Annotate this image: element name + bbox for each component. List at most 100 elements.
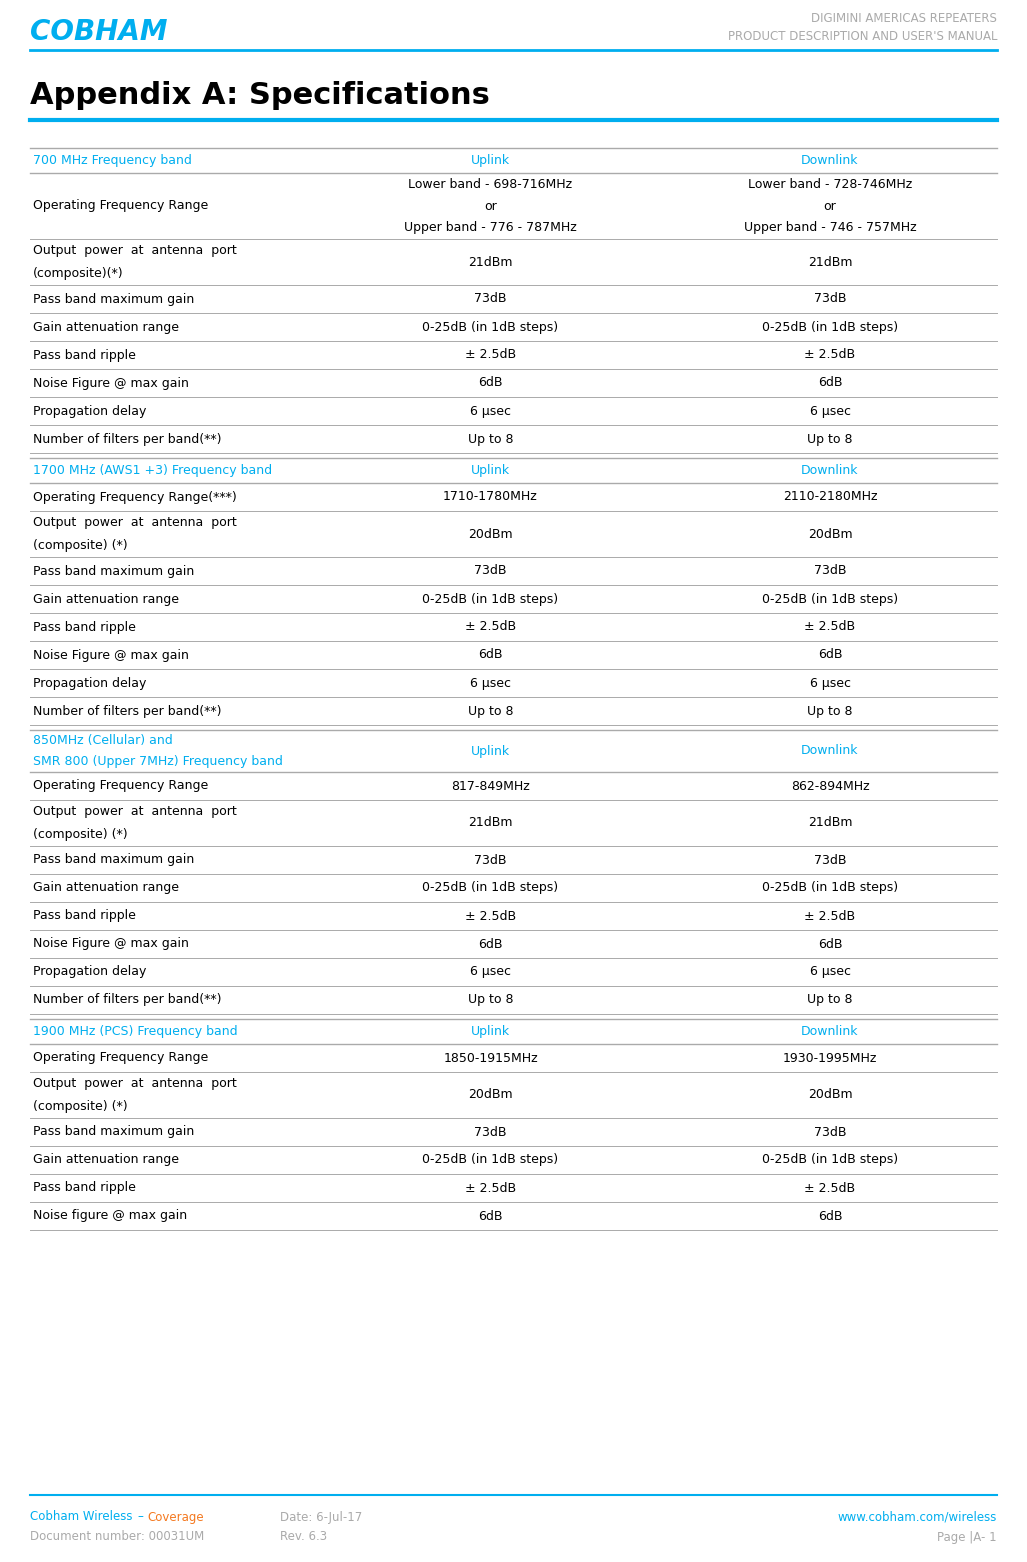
Text: www.cobham.com/wireless: www.cobham.com/wireless	[838, 1510, 997, 1523]
Text: (composite) (*): (composite) (*)	[33, 828, 127, 840]
Text: Pass band ripple: Pass band ripple	[33, 1181, 136, 1195]
Text: 20dBm: 20dBm	[807, 528, 852, 540]
Text: Gain attenuation range: Gain attenuation range	[33, 592, 179, 606]
Text: 6 μsec: 6 μsec	[470, 676, 511, 689]
Text: 0-25dB (in 1dB steps): 0-25dB (in 1dB steps)	[762, 592, 898, 606]
Text: Document number: 00031UM: Document number: 00031UM	[30, 1531, 204, 1543]
Text: Uplink: Uplink	[471, 155, 510, 167]
Text: Coverage: Coverage	[147, 1510, 203, 1523]
Text: Downlink: Downlink	[801, 1025, 859, 1039]
Text: 0-25dB (in 1dB steps): 0-25dB (in 1dB steps)	[422, 881, 559, 895]
Text: 73dB: 73dB	[813, 292, 846, 306]
Text: Date: 6-Jul-17: Date: 6-Jul-17	[280, 1510, 363, 1523]
Text: 0-25dB (in 1dB steps): 0-25dB (in 1dB steps)	[422, 592, 559, 606]
Text: Cobham Wireless: Cobham Wireless	[30, 1510, 132, 1523]
Text: 862-894MHz: 862-894MHz	[791, 779, 869, 792]
Text: Propagation delay: Propagation delay	[33, 405, 147, 417]
Text: –: –	[137, 1510, 143, 1523]
Text: 21dBm: 21dBm	[808, 256, 852, 269]
Text: 6dB: 6dB	[479, 376, 503, 389]
Text: 700 MHz Frequency band: 700 MHz Frequency band	[33, 155, 192, 167]
Text: 6 μsec: 6 μsec	[809, 676, 850, 689]
Text: Pass band maximum gain: Pass band maximum gain	[33, 853, 194, 867]
Text: Output  power  at  antenna  port: Output power at antenna port	[33, 515, 237, 530]
Text: Noise Figure @ max gain: Noise Figure @ max gain	[33, 376, 189, 389]
Text: Upper band - 746 - 757MHz: Upper band - 746 - 757MHz	[744, 222, 916, 234]
Text: 0-25dB (in 1dB steps): 0-25dB (in 1dB steps)	[422, 1153, 559, 1167]
Text: 21dBm: 21dBm	[468, 256, 512, 269]
Text: 6dB: 6dB	[817, 376, 842, 389]
Text: Number of filters per band(**): Number of filters per band(**)	[33, 433, 222, 445]
Text: ± 2.5dB: ± 2.5dB	[465, 620, 516, 634]
Text: Noise Figure @ max gain: Noise Figure @ max gain	[33, 937, 189, 951]
Text: 6 μsec: 6 μsec	[470, 965, 511, 978]
Text: 6 μsec: 6 μsec	[809, 405, 850, 417]
Text: (composite) (*): (composite) (*)	[33, 539, 127, 551]
Text: 21dBm: 21dBm	[468, 817, 512, 829]
Text: Noise figure @ max gain: Noise figure @ max gain	[33, 1209, 187, 1223]
Text: Up to 8: Up to 8	[807, 704, 852, 717]
Text: 73dB: 73dB	[474, 853, 506, 867]
Text: Output  power  at  antenna  port: Output power at antenna port	[33, 1078, 237, 1090]
Text: Pass band ripple: Pass band ripple	[33, 348, 136, 361]
Text: 2110-2180MHz: 2110-2180MHz	[783, 490, 877, 503]
Text: 1850-1915MHz: 1850-1915MHz	[444, 1051, 538, 1064]
Text: Number of filters per band(**): Number of filters per band(**)	[33, 993, 222, 1006]
Text: 20dBm: 20dBm	[468, 528, 512, 540]
Text: ± 2.5dB: ± 2.5dB	[804, 348, 855, 361]
Text: Operating Frequency Range: Operating Frequency Range	[33, 200, 208, 212]
Text: 73dB: 73dB	[474, 292, 506, 306]
Text: 1700 MHz (AWS1 +3) Frequency band: 1700 MHz (AWS1 +3) Frequency band	[33, 464, 272, 476]
Text: Downlink: Downlink	[801, 155, 859, 167]
Text: Number of filters per band(**): Number of filters per band(**)	[33, 704, 222, 717]
Text: 817-849MHz: 817-849MHz	[451, 779, 530, 792]
Text: 6dB: 6dB	[479, 648, 503, 661]
Text: 73dB: 73dB	[474, 564, 506, 578]
Text: ± 2.5dB: ± 2.5dB	[804, 620, 855, 634]
Text: 73dB: 73dB	[813, 853, 846, 867]
Text: Uplink: Uplink	[471, 1025, 510, 1039]
Text: SMR 800 (Upper 7MHz) Frequency band: SMR 800 (Upper 7MHz) Frequency band	[33, 754, 282, 769]
Text: 6dB: 6dB	[817, 937, 842, 951]
Text: 850MHz (Cellular) and: 850MHz (Cellular) and	[33, 734, 173, 747]
Text: Pass band ripple: Pass band ripple	[33, 909, 136, 923]
Text: Up to 8: Up to 8	[807, 993, 852, 1006]
Text: PRODUCT DESCRIPTION AND USER'S MANUAL: PRODUCT DESCRIPTION AND USER'S MANUAL	[727, 30, 997, 42]
Text: 20dBm: 20dBm	[468, 1089, 512, 1101]
Text: 6dB: 6dB	[817, 648, 842, 661]
Text: ± 2.5dB: ± 2.5dB	[465, 1181, 516, 1195]
Text: 73dB: 73dB	[813, 564, 846, 578]
Text: Downlink: Downlink	[801, 464, 859, 476]
Text: Uplink: Uplink	[471, 745, 510, 758]
Text: ± 2.5dB: ± 2.5dB	[465, 348, 516, 361]
Text: ± 2.5dB: ± 2.5dB	[465, 909, 516, 923]
Text: Uplink: Uplink	[471, 464, 510, 476]
Text: Appendix A: Specifications: Appendix A: Specifications	[30, 81, 490, 109]
Text: Noise Figure @ max gain: Noise Figure @ max gain	[33, 648, 189, 661]
Text: 6dB: 6dB	[479, 1209, 503, 1223]
Text: Output  power  at  antenna  port: Output power at antenna port	[33, 804, 237, 818]
Text: DIGIMINI AMERICAS REPEATERS: DIGIMINI AMERICAS REPEATERS	[811, 11, 997, 25]
Text: Up to 8: Up to 8	[807, 433, 852, 445]
Text: Gain attenuation range: Gain attenuation range	[33, 881, 179, 895]
Text: 0-25dB (in 1dB steps): 0-25dB (in 1dB steps)	[762, 881, 898, 895]
Text: Page |A- 1: Page |A- 1	[938, 1531, 997, 1543]
Text: Up to 8: Up to 8	[467, 993, 514, 1006]
Text: Rev. 6.3: Rev. 6.3	[280, 1531, 328, 1543]
Text: ± 2.5dB: ± 2.5dB	[804, 909, 855, 923]
Text: Up to 8: Up to 8	[467, 433, 514, 445]
Text: 6 μsec: 6 μsec	[809, 965, 850, 978]
Text: Operating Frequency Range(***): Operating Frequency Range(***)	[33, 490, 237, 503]
Text: or: or	[484, 200, 497, 212]
Text: Operating Frequency Range: Operating Frequency Range	[33, 779, 208, 792]
Text: Gain attenuation range: Gain attenuation range	[33, 320, 179, 334]
Text: 6dB: 6dB	[817, 1209, 842, 1223]
Text: Propagation delay: Propagation delay	[33, 676, 147, 689]
Text: or: or	[824, 200, 836, 212]
Text: 73dB: 73dB	[474, 1126, 506, 1139]
Text: (composite) (*): (composite) (*)	[33, 1100, 127, 1114]
Text: COBHAM: COBHAM	[30, 19, 167, 45]
Text: (composite)(*): (composite)(*)	[33, 267, 123, 280]
Text: 0-25dB (in 1dB steps): 0-25dB (in 1dB steps)	[762, 320, 898, 334]
Text: ± 2.5dB: ± 2.5dB	[804, 1181, 855, 1195]
